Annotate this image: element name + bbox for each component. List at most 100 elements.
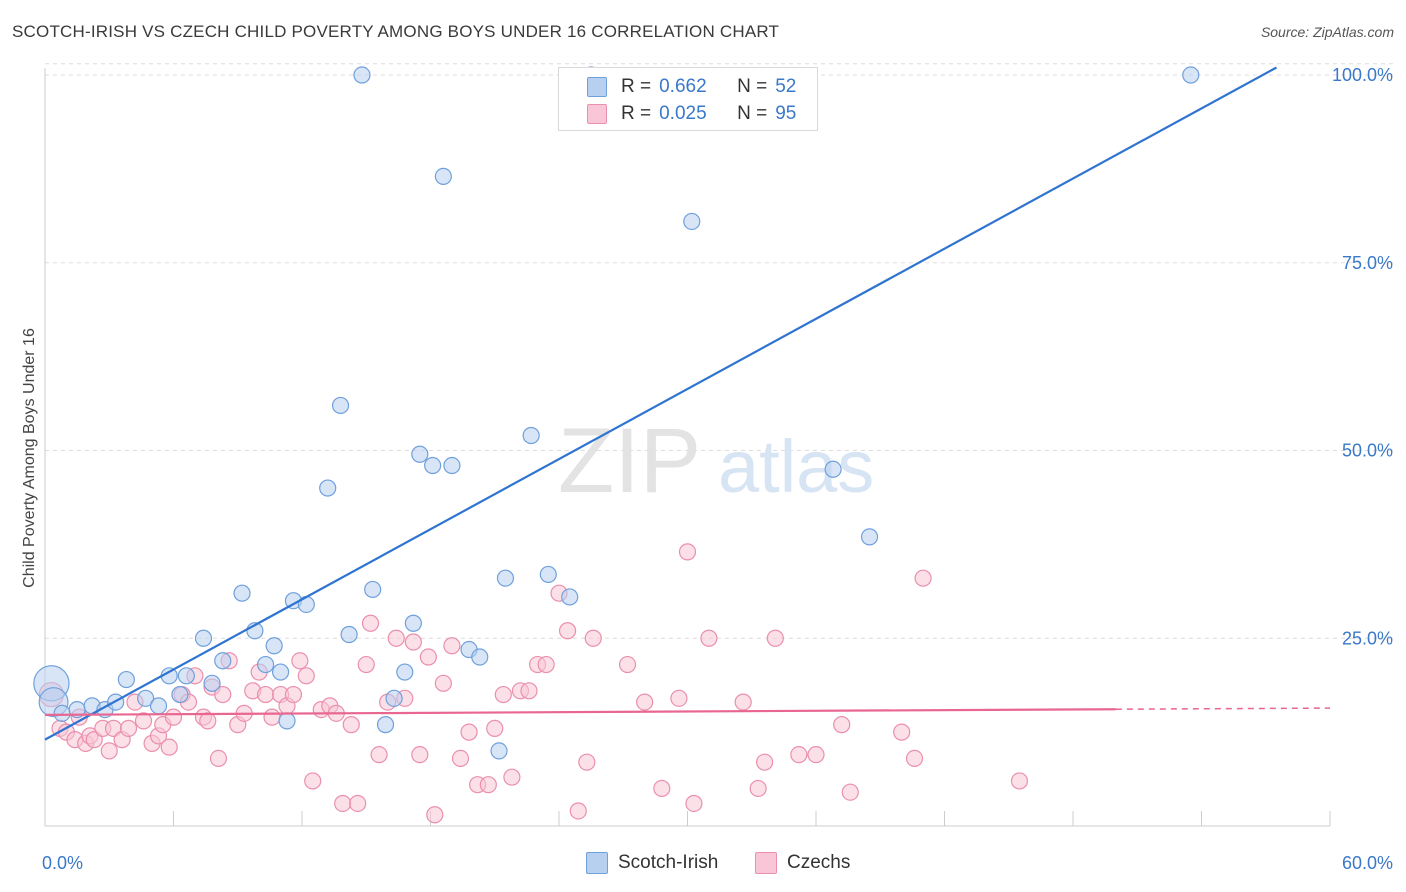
czechs-point [334,794,352,813]
czechs-point [766,629,784,647]
scotch-irish-point [177,667,195,685]
scotch-irish-point [214,652,232,670]
scotch-irish-point [265,637,283,655]
czechs-point [443,637,461,655]
czechs-point [749,779,767,798]
scotch-irish-point [496,569,515,587]
czechs-point [790,746,808,764]
trend-lines [44,66,1331,741]
czechs-point [494,685,512,704]
czechs-trend-extension [1115,707,1331,710]
czechs-point [537,655,555,674]
scotch-irish-point [376,716,395,734]
czechs-points [38,543,1029,824]
czechs-point [841,783,859,801]
scotch-irish-swatch [587,77,607,97]
scotch-irish-point [385,689,403,707]
czechs-point [734,693,752,711]
chart-title: SCOTCH-IRISH VS CZECH CHILD POVERTY AMON… [12,22,780,41]
stats-legend: R = 0.662 N = 52 R = 0.025 N = 95 [558,67,818,131]
scotch-irish-point [137,689,155,707]
czechs-point [636,693,654,711]
scotch-irish-point [171,685,189,704]
y-tick-label: 50.0% [1342,441,1393,461]
n-label: N = [737,76,768,97]
n-value: 95 [775,103,797,124]
n-label: N = [737,103,768,124]
czechs-point [349,794,367,813]
czechs-point [685,794,703,813]
y-tick-label: 25.0% [1342,628,1393,648]
x-tick-label: 60.0% [1342,853,1393,873]
czechs-point [284,685,303,704]
czechs-point [361,614,380,632]
czechs-point [214,685,232,704]
czechs-point [434,674,452,692]
czechs-point [342,716,360,734]
czechs-point [558,622,577,640]
czechs-point [291,652,309,670]
czechs-point [160,738,178,756]
scotch-irish-point [404,614,422,632]
scotch-irish-point [331,396,350,415]
legend-item-czechs: Czechs [755,852,850,874]
scotch-irish-point [539,565,557,584]
czechs-point [479,776,497,794]
czechs-point [569,802,587,820]
czechs-swatch [755,852,777,874]
czechs-point [893,723,911,741]
x-tick-labels: 0.0% 60.0% [42,853,1393,873]
czechs-point [653,779,671,798]
czechs-point [1010,772,1029,790]
y-tick-labels: 25.0% 50.0% 75.0% 100.0% [1332,65,1393,648]
legend-label: Czechs [787,852,851,873]
scotch-irish-trend-line [44,66,1277,741]
scotch-irish-point [471,648,489,666]
series-legend: Scotch-Irish Czechs [0,852,1406,876]
czechs-point [460,723,478,741]
source-label: Source: ZipAtlas.com [1260,24,1394,40]
czechs-point [404,633,422,651]
scotch-irish-point [203,674,221,692]
czechs-point [584,629,602,647]
legend-item-scotch-irish: Scotch-Irish [586,852,718,874]
czechs-point [419,648,437,666]
watermark-atlas: atlas [718,425,874,508]
czechs-swatch [587,104,607,124]
czechs-point [670,689,688,707]
czechs-point [256,685,275,704]
scotch-irish-point [683,212,701,231]
watermark: ZIP atlas [558,410,874,512]
scotch-irish-point [149,697,168,715]
legend-label: Scotch-Irish [618,852,719,873]
czechs-point [578,753,596,771]
czechs-point [678,543,697,561]
czechs-point [199,712,217,730]
czechs-point [700,629,718,647]
scotch-irish-point [53,704,71,722]
scotch-irish-point [1182,66,1200,84]
czechs-point [914,569,932,587]
czechs-point [426,806,444,824]
czechs-point [905,749,924,768]
scotch-irish-point [443,456,461,475]
scotch-irish-point [194,629,213,647]
czechs-point [755,753,774,771]
watermark-zip: ZIP [558,410,701,512]
czechs-point [119,719,138,737]
czechs-point [486,719,504,737]
czechs-point [370,746,388,764]
grid-lines [45,63,1395,639]
czechs-point [134,712,153,730]
scotch-irish-point [117,670,135,689]
y-tick-label: 75.0% [1342,253,1393,273]
r-value: 0.025 [659,103,707,124]
y-tick-label: 100.0% [1332,65,1393,85]
czechs-point [387,629,405,647]
scotch-irish-point [233,584,251,602]
r-label: R = [621,76,652,97]
scotch-irish-point [353,66,371,84]
czechs-point [807,746,825,764]
czechs-point [411,746,429,764]
